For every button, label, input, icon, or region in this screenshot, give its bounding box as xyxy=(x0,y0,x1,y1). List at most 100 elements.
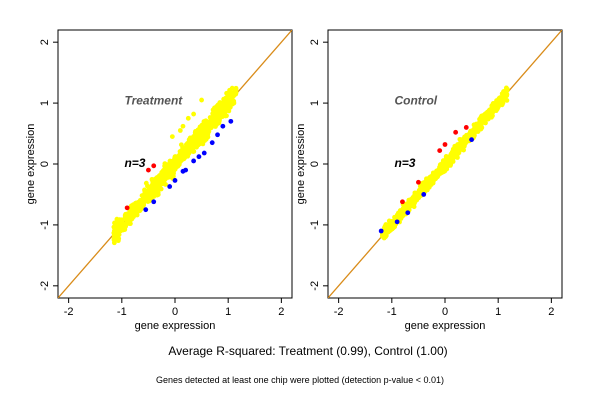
points xyxy=(378,85,510,241)
point xyxy=(204,129,210,135)
point-yellow xyxy=(156,173,162,179)
point xyxy=(150,187,156,193)
point-blue xyxy=(220,123,226,129)
point-blue xyxy=(421,192,427,197)
point-red xyxy=(416,179,421,185)
point xyxy=(503,85,509,91)
point xyxy=(180,154,185,160)
point xyxy=(203,136,209,142)
point-red xyxy=(151,163,157,169)
point xyxy=(400,212,405,218)
point xyxy=(449,152,455,157)
point-yellow xyxy=(185,115,191,121)
point xyxy=(139,199,145,205)
footnote: Genes detected at least one chip were pl… xyxy=(156,375,444,385)
point-yellow xyxy=(458,142,464,147)
x-tick-label: 0 xyxy=(442,306,448,318)
point-yellow xyxy=(426,178,432,184)
point-yellow xyxy=(220,105,226,111)
point xyxy=(186,142,192,148)
point xyxy=(162,170,168,175)
point-blue xyxy=(151,199,157,205)
point xyxy=(190,144,196,150)
x-tick-label: 2 xyxy=(278,306,284,318)
point xyxy=(112,220,117,226)
sample-size-label: n=3 xyxy=(124,156,145,170)
point xyxy=(137,205,143,210)
x-tick-label: 2 xyxy=(548,306,554,318)
point-blue xyxy=(378,228,384,234)
x-tick-label: -1 xyxy=(387,306,397,318)
point xyxy=(199,125,205,131)
point xyxy=(457,136,463,142)
point xyxy=(386,218,392,224)
point-yellow xyxy=(177,128,183,133)
point-yellow xyxy=(169,134,175,139)
point-yellow xyxy=(124,213,130,219)
point xyxy=(147,193,152,198)
point xyxy=(152,181,158,187)
point xyxy=(215,102,221,108)
point xyxy=(406,203,412,209)
y-tick-label: 2 xyxy=(309,39,321,45)
point xyxy=(225,91,231,97)
y-tick-label: -1 xyxy=(39,220,51,230)
point-yellow xyxy=(410,196,416,202)
caption: Average R-squared: Treatment (0.99), Con… xyxy=(168,344,447,358)
panel-label: Control xyxy=(394,93,437,107)
point-red xyxy=(146,167,151,173)
point xyxy=(411,204,417,210)
point xyxy=(504,97,510,103)
point xyxy=(215,110,221,115)
point xyxy=(116,236,122,242)
point xyxy=(162,176,168,182)
y-tick-label: 0 xyxy=(309,161,321,167)
point xyxy=(385,229,391,235)
point-blue xyxy=(228,118,234,124)
point-blue xyxy=(405,210,411,216)
point-yellow xyxy=(442,160,448,166)
point xyxy=(417,183,423,189)
x-axis-label: gene expression xyxy=(405,320,486,332)
point xyxy=(499,98,505,104)
sample-size-label: n=3 xyxy=(394,156,415,170)
point xyxy=(171,170,176,176)
y-tick-label: 1 xyxy=(39,100,51,106)
point xyxy=(496,102,502,108)
point xyxy=(478,122,484,128)
point xyxy=(213,119,219,124)
points xyxy=(111,85,239,246)
point-red xyxy=(442,142,448,147)
point-blue xyxy=(209,140,215,146)
point xyxy=(223,100,229,105)
point-yellow xyxy=(204,122,210,127)
point xyxy=(178,142,184,148)
y-tick-label: -2 xyxy=(309,281,321,291)
x-tick-label: -1 xyxy=(117,306,127,318)
point xyxy=(233,87,239,92)
point-yellow xyxy=(180,123,186,129)
point xyxy=(111,237,117,243)
point-red xyxy=(453,129,459,135)
point-blue xyxy=(191,158,197,164)
point xyxy=(163,182,168,187)
point-blue xyxy=(469,137,474,143)
point-yellow xyxy=(503,90,509,96)
point xyxy=(167,158,173,164)
point-yellow xyxy=(191,111,197,117)
point xyxy=(125,218,130,224)
x-axis-label: gene expression xyxy=(135,320,216,332)
point xyxy=(466,132,472,138)
point-blue xyxy=(201,150,207,156)
chart-panel-0: -2 -1 0 1 2 -2 -1 0 1 2 gene expression gene expres… xyxy=(25,29,293,332)
y-tick-label: -1 xyxy=(309,220,321,230)
point xyxy=(119,223,125,229)
point xyxy=(143,180,149,186)
point xyxy=(129,216,135,222)
point xyxy=(186,149,192,155)
point xyxy=(135,209,140,215)
point xyxy=(416,195,422,201)
point-blue xyxy=(167,184,173,189)
point-blue xyxy=(180,168,186,174)
